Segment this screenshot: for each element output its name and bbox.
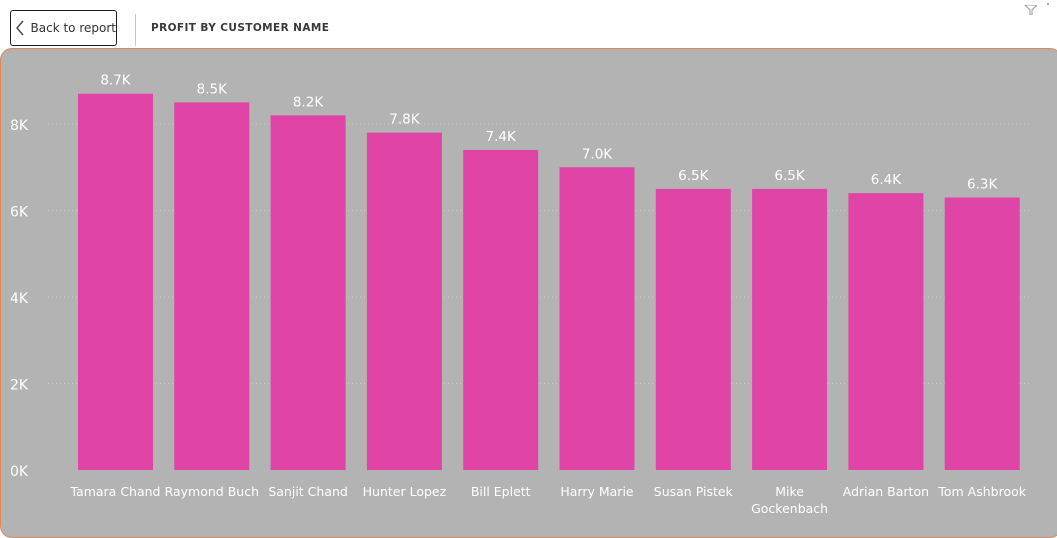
bar[interactable]: [174, 102, 250, 470]
x-tick-label: Adrian Barton: [843, 484, 929, 499]
data-label: 7.8K: [389, 112, 420, 128]
data-label: 8.7K: [100, 73, 131, 89]
y-tick-label: 8K: [10, 118, 29, 134]
data-label: 6.5K: [774, 168, 805, 184]
bars: [78, 93, 1020, 470]
bar[interactable]: [655, 188, 731, 470]
x-tick-label: Sanjit Chand: [268, 484, 348, 499]
data-label: 6.3K: [967, 177, 998, 193]
x-tick-label: Harry Marie: [560, 484, 634, 499]
data-label: 8.2K: [293, 94, 324, 110]
bar[interactable]: [463, 149, 539, 470]
x-tick-label: Tom Ashbrook: [937, 484, 1026, 499]
x-axis: Tamara Chand Raymond Buch Sanjit Chand Hunt…: [69, 484, 1026, 516]
x-tick-label: Tamara Chand: [69, 484, 160, 499]
back-to-report-button[interactable]: Back to report: [10, 10, 117, 46]
bar[interactable]: [752, 188, 828, 470]
chart-title: PROFIT BY CUSTOMER NAME: [151, 22, 330, 34]
bar[interactable]: [559, 167, 635, 470]
top-bar: Back to report PROFIT BY CUSTOMER NAME: [0, 0, 1057, 50]
bar-chart: 0K 2K 4K 6K 8K 8.7K 8.5K 8.2K 7.8K 7.4K 7.0K 6.5K 6…: [10, 73, 1030, 516]
data-label: 6.4K: [871, 172, 902, 188]
data-labels: 8.7K 8.5K 8.2K 7.8K 7.4K 7.0K 6.5K 6.5K 6.4K 6.3K: [100, 73, 998, 193]
x-tick-label: Bill Eplett: [471, 484, 531, 499]
bar[interactable]: [848, 193, 924, 470]
x-tick-label: Hunter Lopez: [363, 484, 447, 499]
y-tick-label: 4K: [10, 291, 29, 307]
bar[interactable]: [366, 132, 442, 470]
bar[interactable]: [270, 115, 346, 470]
x-tick-label: Gockenbach: [751, 501, 828, 516]
y-axis: 0K 2K 4K 6K 8K: [10, 118, 29, 480]
data-label: 8.5K: [197, 81, 228, 97]
header-divider: [135, 14, 136, 46]
y-tick-label: 0K: [10, 464, 29, 480]
bar[interactable]: [78, 93, 153, 470]
chevron-left-icon: [14, 10, 27, 46]
y-tick-label: 6K: [10, 205, 29, 221]
data-label: 7.4K: [486, 129, 517, 145]
bar[interactable]: [944, 197, 1020, 470]
back-to-report-label: Back to report: [30, 21, 116, 35]
x-tick-label: Mike: [775, 484, 804, 499]
y-tick-label: 2K: [10, 378, 29, 394]
data-label: 6.5K: [678, 168, 709, 184]
more-options-icon[interactable]: [1047, 3, 1049, 5]
x-tick-label: Raymond Buch: [165, 484, 259, 499]
data-label: 7.0K: [582, 146, 613, 162]
x-tick-label: Susan Pistek: [654, 484, 734, 499]
